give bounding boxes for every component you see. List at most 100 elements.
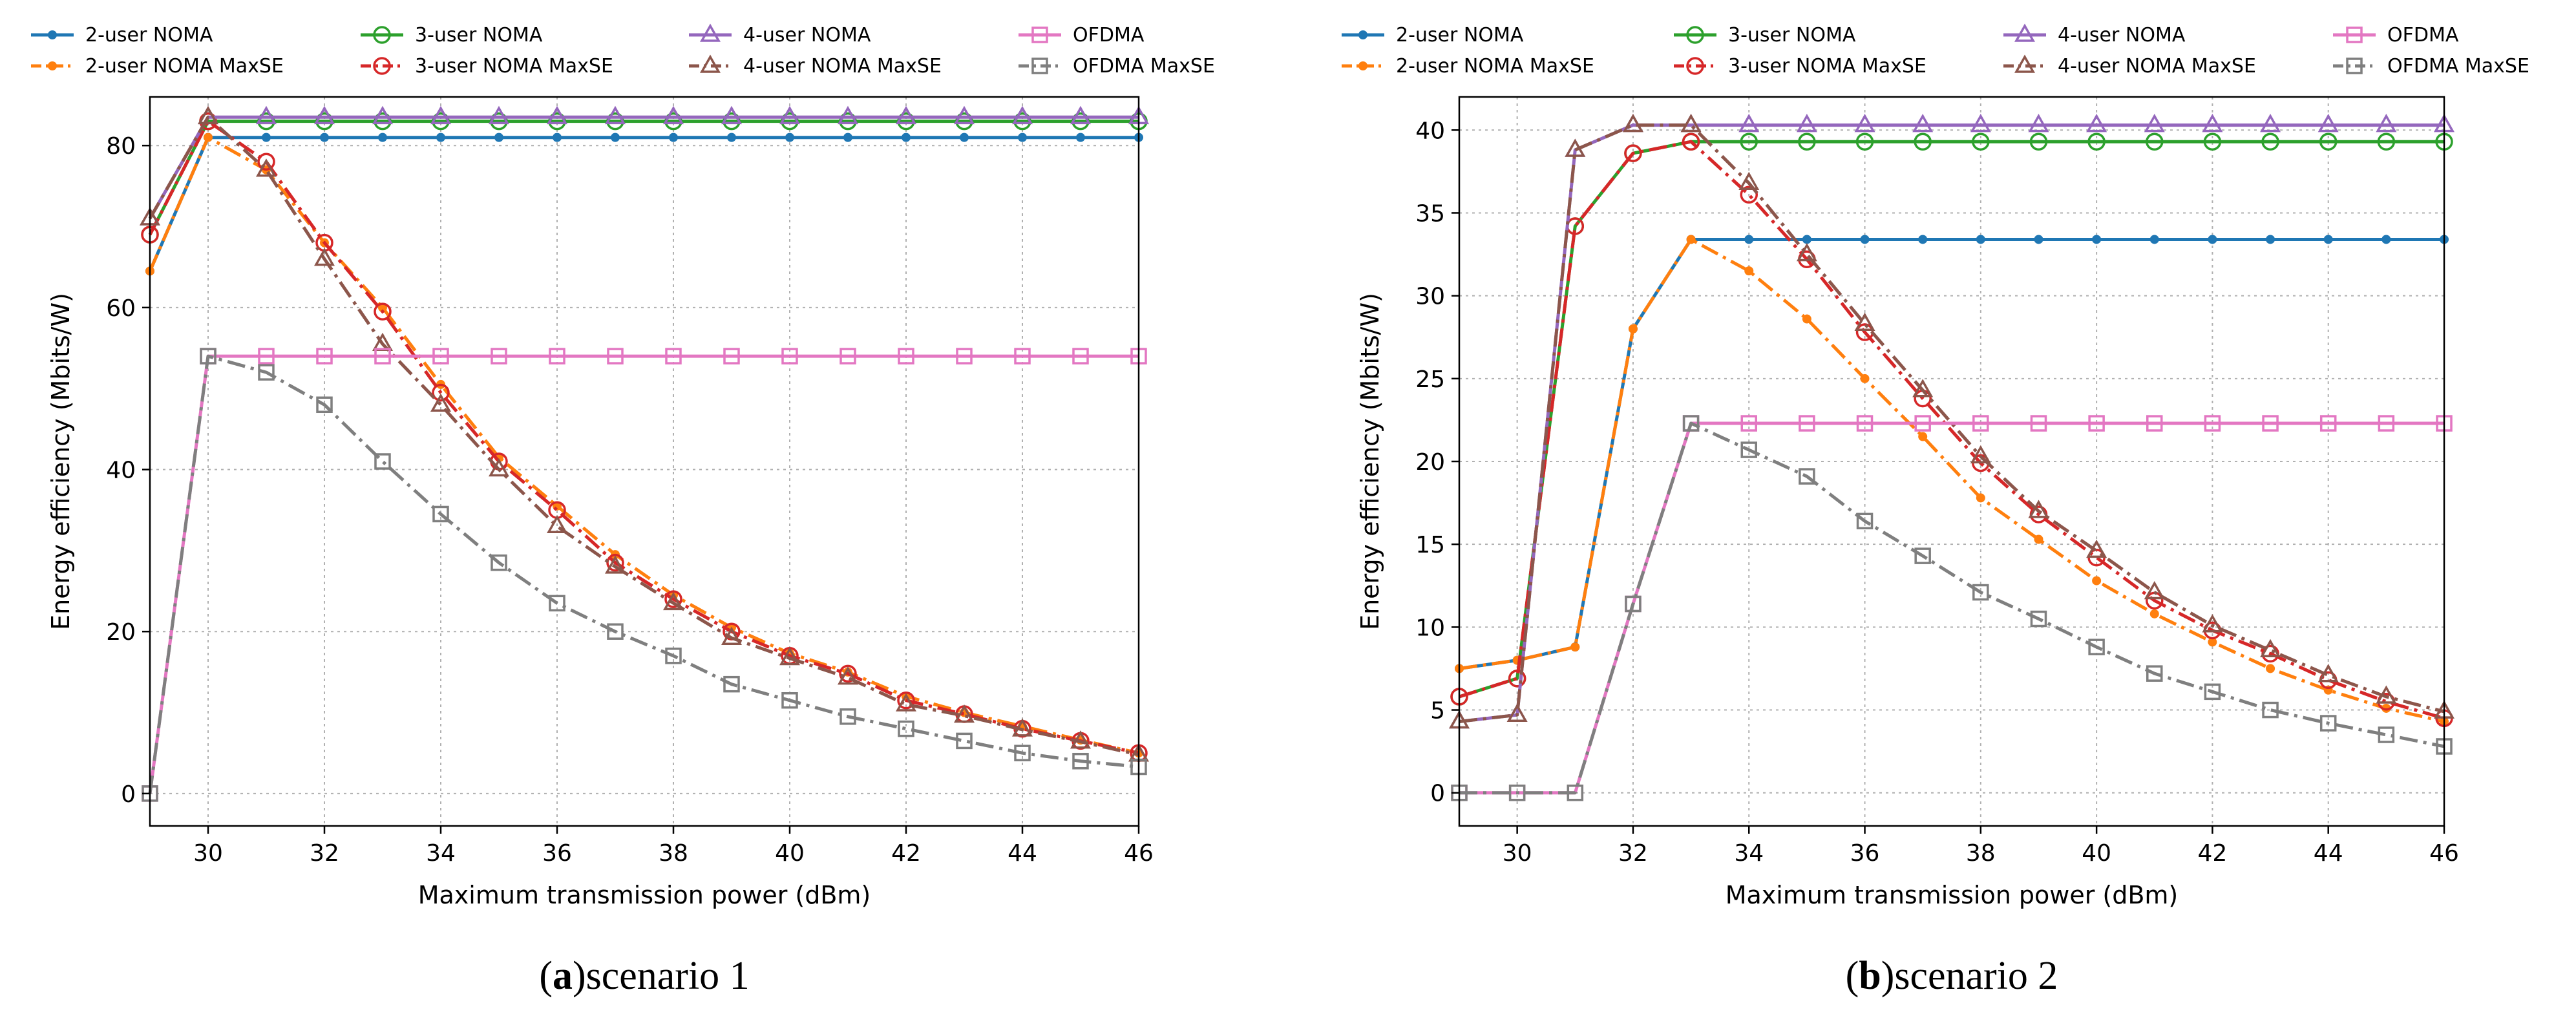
legend-label: 4-user NOMA bbox=[743, 24, 871, 47]
x-tick-label: 38 bbox=[659, 840, 688, 867]
y-tick-label: 35 bbox=[1415, 200, 1445, 227]
series-line bbox=[148, 120, 1139, 755]
data-point bbox=[2260, 639, 2281, 657]
data-point bbox=[549, 595, 565, 612]
y-axis-label: Energy efficiency (Mbits/W) bbox=[1356, 293, 1384, 630]
axes-frame bbox=[149, 96, 1140, 827]
x-tick-label: 30 bbox=[1503, 840, 1532, 867]
caption-text: scenario 2 bbox=[1894, 954, 2058, 998]
data-point bbox=[1012, 718, 1033, 737]
x-tick-label: 34 bbox=[1734, 840, 1764, 867]
legend-item-ofdma: OFDMA bbox=[2333, 24, 2459, 47]
data-point bbox=[605, 105, 626, 125]
data-point bbox=[843, 132, 852, 142]
y-tick-label: 5 bbox=[1430, 698, 1445, 724]
x-tick-label: 36 bbox=[1850, 840, 1880, 867]
data-point bbox=[839, 348, 856, 365]
data-point bbox=[1970, 445, 1991, 464]
legend-label: 2-user NOMA bbox=[85, 24, 213, 47]
legend-label: OFDMA bbox=[2387, 24, 2459, 47]
data-point bbox=[1912, 379, 1934, 397]
data-point bbox=[2204, 415, 2221, 432]
data-point bbox=[1508, 670, 1526, 688]
data-point bbox=[200, 348, 216, 365]
data-point bbox=[898, 348, 914, 365]
data-point bbox=[1744, 266, 1754, 276]
data-point bbox=[314, 248, 335, 266]
data-point bbox=[1567, 784, 1584, 801]
series-2-user-noma-maxse bbox=[1455, 235, 2449, 726]
data-point bbox=[2266, 235, 2275, 244]
y-tick-label: 40 bbox=[1415, 118, 1445, 144]
legend-label: 2-user NOMA bbox=[1396, 24, 1524, 47]
data-point bbox=[1070, 730, 1091, 749]
data-point bbox=[2030, 415, 2047, 432]
legend-marker bbox=[1358, 30, 1367, 39]
data-point bbox=[2149, 609, 2159, 618]
data-point bbox=[432, 505, 449, 523]
data-point bbox=[1860, 235, 1870, 244]
data-point bbox=[1970, 114, 1991, 132]
data-point bbox=[1628, 324, 1638, 333]
data-point bbox=[721, 626, 742, 645]
data-point bbox=[960, 132, 969, 142]
data-point bbox=[2029, 132, 2048, 151]
legend-marker bbox=[48, 30, 57, 39]
data-point bbox=[611, 132, 620, 142]
y-tick-label: 10 bbox=[1415, 615, 1445, 641]
data-point bbox=[954, 105, 975, 125]
x-axis-label: Maximum transmission power (dBm) bbox=[418, 881, 871, 909]
data-point bbox=[1914, 132, 1932, 151]
data-point bbox=[489, 105, 509, 125]
data-point bbox=[2317, 114, 2339, 132]
y-tick-label: 80 bbox=[106, 133, 136, 160]
data-point bbox=[2323, 235, 2333, 244]
data-point bbox=[547, 105, 567, 125]
data-point bbox=[2381, 235, 2391, 244]
data-point bbox=[1796, 114, 1817, 132]
caption-panel-letter: a bbox=[553, 954, 573, 998]
data-point bbox=[2144, 114, 2165, 132]
data-point bbox=[1506, 703, 1528, 722]
x-tick-label: 38 bbox=[1966, 840, 1996, 867]
data-point bbox=[432, 348, 449, 365]
data-point bbox=[1014, 745, 1031, 761]
data-point bbox=[432, 383, 450, 402]
legend-item-2-user-noma-maxse: 2-user NOMA MaxSE bbox=[1342, 55, 1594, 78]
legend-marker bbox=[1686, 26, 1704, 44]
caption-close-paren: ) bbox=[573, 954, 586, 998]
series-line bbox=[148, 354, 1139, 794]
data-point bbox=[430, 393, 451, 412]
data-point bbox=[258, 364, 275, 381]
data-point bbox=[2204, 683, 2221, 701]
data-point bbox=[665, 648, 682, 664]
data-point bbox=[1914, 547, 1931, 564]
data-point bbox=[2088, 415, 2105, 432]
data-point bbox=[1856, 512, 1874, 530]
data-point bbox=[2208, 235, 2217, 244]
data-point bbox=[1014, 348, 1031, 365]
data-point bbox=[897, 691, 915, 710]
data-point bbox=[378, 132, 387, 142]
data-point bbox=[2376, 114, 2397, 132]
panel-b-scenario-2: 30 32 34 36 38 40 42 44 46 0 5 10 15 20 25 30 35 40 Maximu… bbox=[1342, 23, 2529, 998]
series-line bbox=[148, 354, 1139, 794]
data-point bbox=[1682, 132, 1700, 151]
data-point bbox=[2144, 580, 2165, 600]
data-point bbox=[2260, 114, 2281, 132]
data-point bbox=[2092, 235, 2102, 244]
caption-panel-letter: b bbox=[1859, 954, 1881, 998]
data-point bbox=[2146, 665, 2163, 682]
data-point bbox=[1012, 105, 1033, 125]
data-point bbox=[1972, 132, 1990, 151]
data-point bbox=[2262, 415, 2279, 432]
data-point bbox=[2087, 132, 2106, 151]
data-point bbox=[956, 348, 973, 365]
data-point bbox=[779, 647, 800, 666]
data-point bbox=[436, 132, 445, 142]
legend-item-3-user-noma: 3-user NOMA bbox=[361, 24, 543, 47]
data-point bbox=[2146, 415, 2163, 432]
data-point bbox=[547, 514, 567, 534]
data-point bbox=[553, 132, 562, 142]
data-point bbox=[1912, 114, 1934, 132]
